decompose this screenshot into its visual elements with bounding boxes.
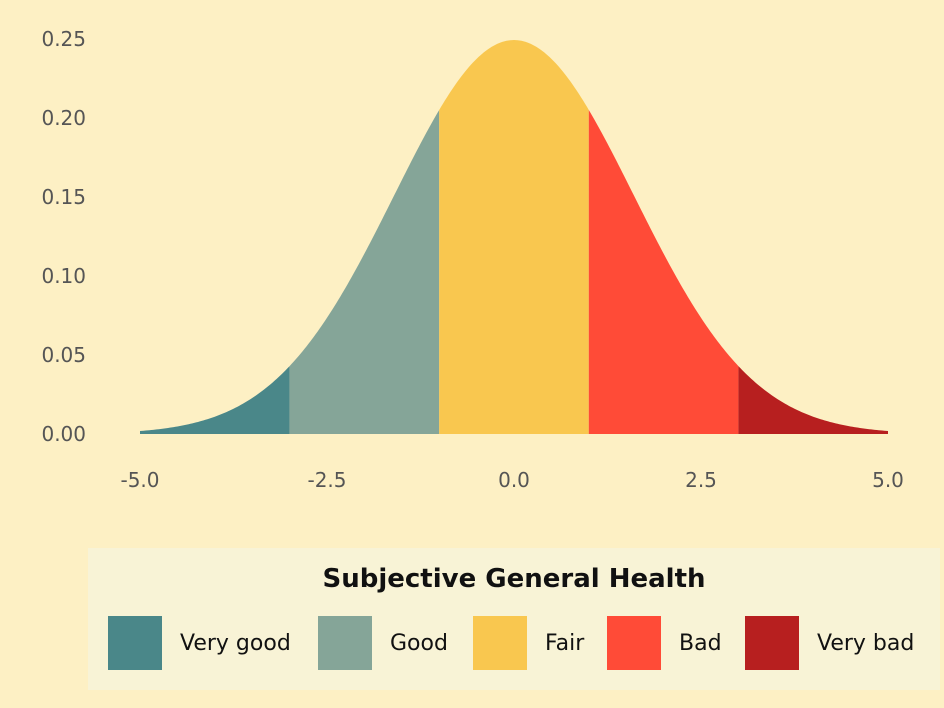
area-good: [289, 109, 440, 434]
area-bad: [588, 109, 739, 434]
area-fair: [439, 40, 589, 434]
x-tick-label: 2.5: [685, 468, 717, 492]
x-tick-label: 5.0: [872, 468, 904, 492]
area-very-bad: [738, 366, 888, 434]
area-very-good: [140, 366, 290, 434]
legend-item-bad: Bad: [607, 616, 722, 670]
legend-item-very-good: Very good: [108, 616, 291, 670]
legend-title: Subjective General Health: [322, 564, 706, 594]
legend-swatch-bad: [607, 616, 661, 670]
legend-swatch-very-good: [108, 616, 162, 670]
legend-label-fair: Fair: [545, 630, 585, 656]
x-tick-label: 0.0: [498, 468, 530, 492]
legend-label-good: Good: [390, 630, 448, 656]
legend-item-fair: Fair: [473, 616, 584, 670]
legend-label-very-good: Very good: [180, 630, 291, 656]
y-axis-ticks: 0.00 0.05 0.10 0.15 0.20 0.25: [41, 27, 86, 446]
y-tick-label: 0.15: [41, 185, 86, 209]
density-chart: 0.00 0.05 0.10 0.15 0.20 0.25 -5.0 -2.5 0.0 2.5 5…: [41, 27, 903, 492]
x-tick-label: -5.0: [120, 468, 159, 492]
legend-item-good: Good: [318, 616, 448, 670]
y-tick-label: 0.05: [41, 343, 86, 367]
legend-swatch-very-bad: [745, 616, 799, 670]
x-axis-ticks: -5.0 -2.5 0.0 2.5 5.0: [120, 468, 903, 492]
legend-item-very-bad: Very bad: [745, 616, 914, 670]
y-tick-label: 0.00: [41, 422, 86, 446]
legend-swatch-good: [318, 616, 372, 670]
y-tick-label: 0.10: [41, 264, 86, 288]
density-areas: [140, 40, 888, 434]
legend-swatch-fair: [473, 616, 527, 670]
y-tick-label: 0.25: [41, 27, 86, 51]
legend: Subjective General Health Very good Good…: [88, 548, 940, 690]
legend-label-very-bad: Very bad: [817, 630, 915, 656]
legend-label-bad: Bad: [679, 630, 722, 656]
x-tick-label: -2.5: [307, 468, 346, 492]
y-tick-label: 0.20: [41, 106, 86, 130]
